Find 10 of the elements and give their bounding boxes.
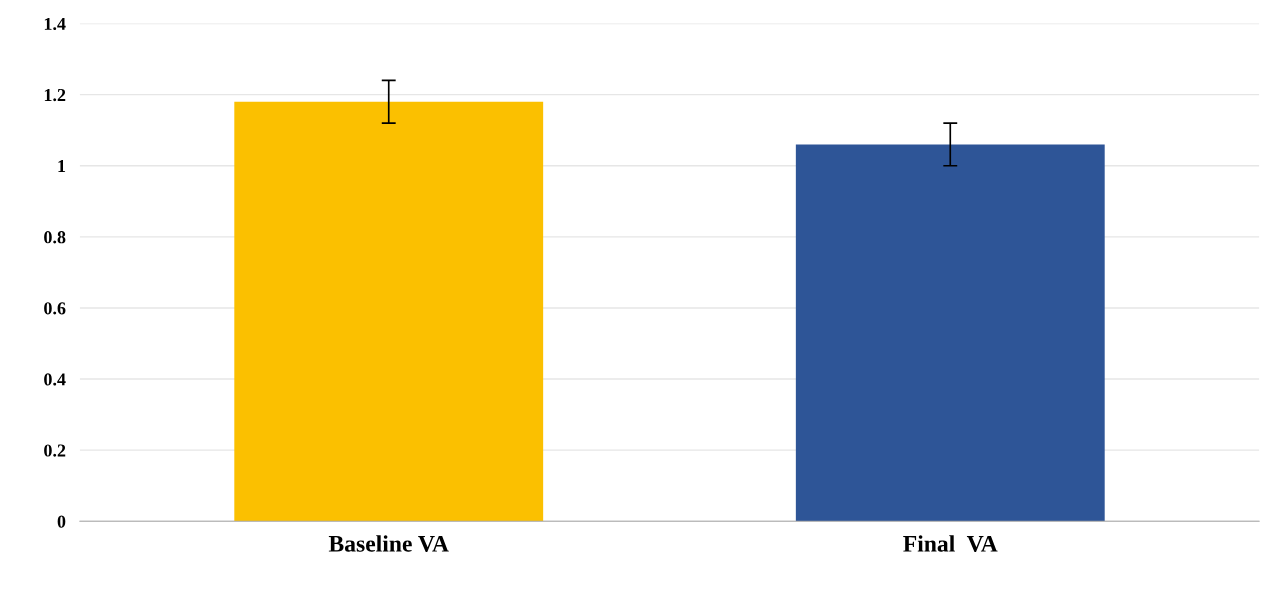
y-tick-label: 1.4 bbox=[44, 17, 66, 31]
x-tick-label: Baseline VA bbox=[328, 535, 449, 552]
y-tick-label: 1 bbox=[58, 160, 66, 173]
y-tick-label: 0.2 bbox=[44, 444, 66, 457]
y-tick-label: 0.8 bbox=[44, 231, 66, 244]
y-tick-label: 1.2 bbox=[44, 88, 66, 102]
y-tick-label: 0.4 bbox=[44, 373, 66, 386]
y-tick-label: 0.6 bbox=[44, 302, 66, 315]
x-tick-label: Final VA bbox=[903, 535, 998, 552]
y-tick-label: 0 bbox=[57, 515, 66, 528]
